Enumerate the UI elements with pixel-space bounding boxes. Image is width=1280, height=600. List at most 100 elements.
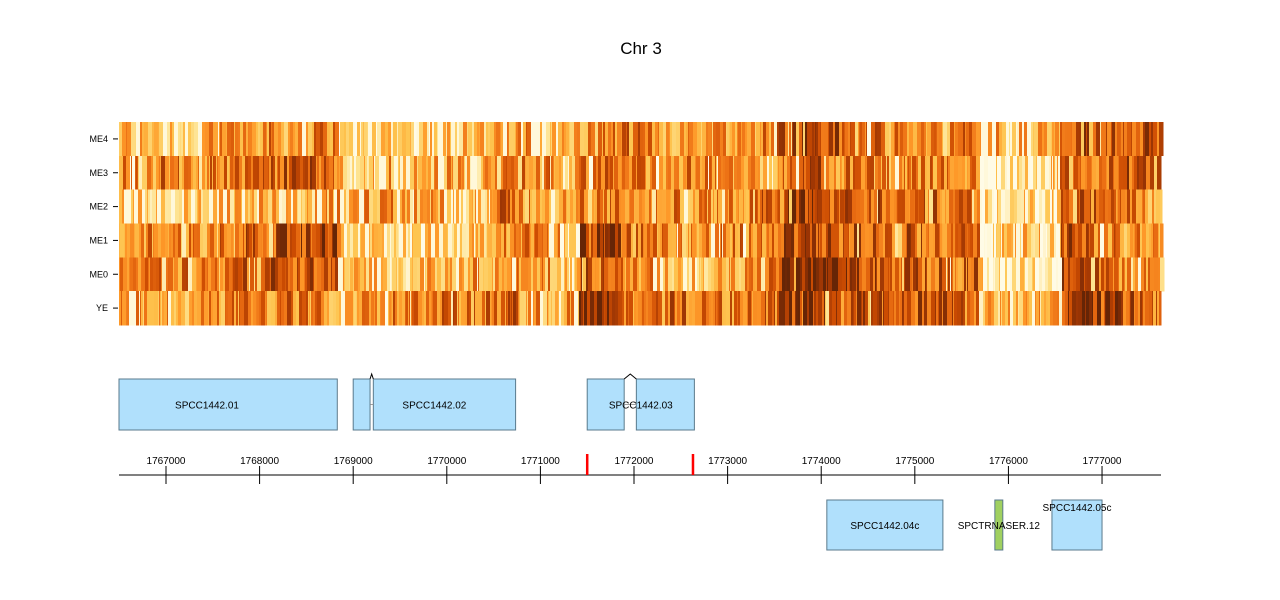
heatmap-cell	[1151, 223, 1154, 258]
heatmap-cell	[1146, 257, 1149, 292]
heatmap-cell	[968, 223, 971, 258]
heatmap-cell	[927, 155, 931, 190]
heatmap-cell	[125, 223, 128, 258]
heatmap-cell	[715, 155, 717, 190]
heatmap-cell	[749, 223, 752, 258]
heatmap-cell	[594, 189, 596, 224]
heatmap-cell	[727, 122, 730, 157]
heatmap-cell	[373, 155, 375, 190]
heatmap-cell	[173, 223, 176, 258]
heatmap-cell	[656, 291, 659, 326]
heatmap-cell	[239, 291, 241, 326]
heatmap-cell	[332, 257, 336, 292]
heatmap-cell	[1013, 155, 1018, 190]
heatmap-cell	[313, 291, 316, 326]
heatmap-cell	[726, 122, 728, 157]
heatmap-cell	[744, 155, 749, 190]
heatmap-cell	[147, 155, 152, 190]
heatmap-cell	[464, 155, 466, 190]
heatmap-cell	[249, 257, 251, 292]
gene-spcc1442-03[interactable]: SPCC1442.03	[586, 373, 695, 431]
heatmap-cell	[1121, 122, 1124, 157]
heatmap-cell	[1028, 155, 1031, 190]
heatmap-cell	[1033, 257, 1036, 292]
heatmap-cell	[686, 291, 690, 326]
gene-exon[interactable]	[1051, 499, 1103, 551]
heatmap-cell	[1058, 257, 1063, 292]
gene-exon[interactable]	[352, 378, 371, 431]
heatmap-cell	[189, 223, 192, 258]
gene-spcc1442-04c[interactable]: SPCC1442.04c	[826, 499, 944, 551]
heatmap-cell	[217, 223, 219, 258]
gene-spcc1442-02[interactable]: SPCC1442.02	[352, 372, 517, 431]
heatmap-cell	[1067, 223, 1070, 258]
heatmap-cell	[288, 257, 291, 292]
heatmap-cell	[742, 122, 746, 157]
heatmap-cell	[242, 189, 246, 224]
heatmap-cell	[546, 155, 550, 190]
gene-exon[interactable]	[586, 378, 625, 431]
heatmap-cell	[668, 291, 671, 326]
heatmap-cell	[470, 257, 474, 292]
heatmap-cell	[374, 223, 379, 258]
heatmap-row-me1	[119, 223, 1164, 258]
heatmap-cell	[658, 122, 660, 157]
heatmap-cell	[571, 291, 575, 326]
heatmap-cell	[271, 257, 276, 292]
heatmap-cell	[907, 122, 910, 157]
heatmap-cell	[393, 122, 398, 157]
heatmap-cell	[672, 223, 677, 258]
heatmap-cell	[1000, 223, 1002, 258]
heatmap-cell	[459, 122, 464, 157]
gene-exon[interactable]	[826, 499, 944, 551]
heatmap-cell	[712, 122, 714, 157]
heatmap-cell	[701, 122, 703, 157]
heatmap-cell	[960, 122, 964, 157]
heatmap-cell	[992, 189, 995, 224]
gene-spcc1442-01[interactable]: SPCC1442.01	[118, 378, 338, 431]
heatmap-cell	[967, 257, 969, 292]
heatmap-cell	[318, 189, 323, 224]
heatmap-cell	[854, 291, 857, 326]
heatmap-cell	[715, 223, 720, 258]
heatmap-cell	[940, 189, 943, 224]
gene-exon[interactable]	[994, 499, 1004, 551]
heatmap-cell	[327, 122, 331, 157]
heatmap-cell	[250, 257, 255, 292]
heatmap-cell	[324, 291, 328, 326]
heatmap-cell	[246, 122, 249, 157]
heatmap-cell	[1025, 257, 1029, 292]
heatmap-cell	[150, 257, 154, 292]
heatmap-cell	[785, 189, 789, 224]
gene-exon[interactable]	[118, 378, 338, 431]
heatmap-cell	[1129, 155, 1133, 190]
heatmap-cell	[611, 257, 616, 292]
gene-spctrnaser-12[interactable]: SPCTRNASER.12	[958, 499, 1041, 551]
heatmap-cell	[984, 223, 986, 258]
heatmap-cell	[397, 257, 399, 292]
gene-spcc1442-05c[interactable]: SPCC1442.05c	[1043, 499, 1112, 551]
heatmap-cell	[576, 189, 579, 224]
heatmap-cell	[767, 223, 770, 258]
gene-exon[interactable]	[372, 378, 517, 431]
gene-exon[interactable]	[635, 378, 695, 431]
heatmap-cell	[1093, 122, 1097, 157]
heatmap-cell	[1054, 122, 1056, 157]
heatmap-cell	[930, 155, 933, 190]
heatmap-cell	[414, 155, 418, 190]
heatmap-cell	[548, 257, 551, 292]
heatmap-cell	[123, 257, 128, 292]
heatmap-cell	[444, 189, 448, 224]
heatmap-cell	[1118, 155, 1120, 190]
heatmap-cell	[277, 155, 279, 190]
heatmap-cell	[1064, 257, 1069, 292]
heatmap-cell	[649, 189, 652, 224]
heatmap-cell	[148, 122, 153, 157]
heatmap-cell	[1048, 257, 1053, 292]
heatmap-cell	[804, 155, 807, 190]
heatmap-cell	[689, 257, 693, 292]
heatmap-cell	[818, 223, 820, 258]
heatmap-cell	[1134, 155, 1138, 190]
heatmap-cell	[785, 122, 789, 157]
heatmap-cell	[421, 223, 426, 258]
